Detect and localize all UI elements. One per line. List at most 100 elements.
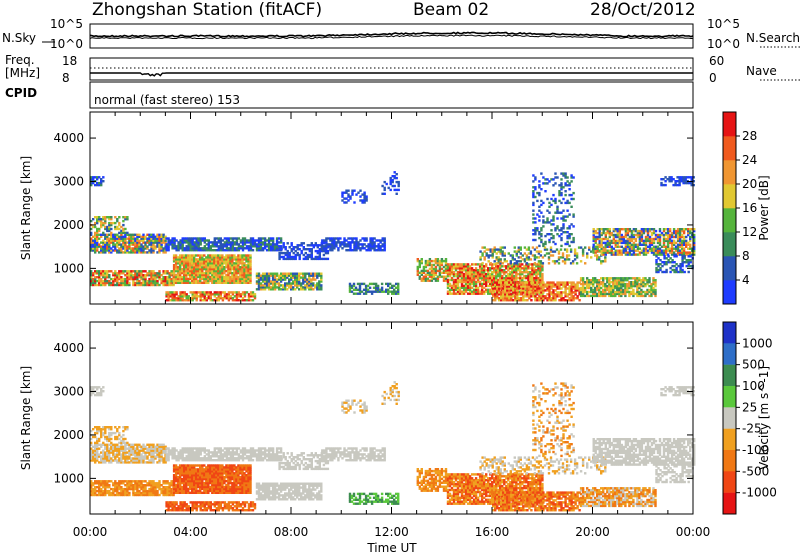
power-cell: [286, 242, 289, 245]
power-cell: [257, 237, 261, 240]
power-cell: [552, 299, 555, 302]
power-cell: [524, 283, 527, 286]
power-cell: [98, 270, 101, 273]
power-cell: [98, 237, 101, 240]
power-cell: [104, 281, 107, 285]
power-cell: [142, 281, 145, 285]
power-cell: [288, 246, 291, 249]
power-cell: [663, 263, 666, 266]
power-cell: [351, 249, 354, 252]
power-cell: [225, 275, 228, 279]
power-cell: [539, 271, 542, 274]
power-cell: [243, 267, 246, 271]
power-cell: [616, 282, 619, 286]
power-cell: [565, 258, 569, 261]
power-cell: [614, 229, 617, 233]
power-cell: [584, 282, 587, 286]
power-cell: [288, 253, 291, 257]
power-cell: [524, 291, 527, 294]
power-cell: [195, 291, 198, 294]
power-cell: [544, 178, 547, 181]
power-cell: [282, 272, 285, 275]
power-cell: [628, 237, 632, 241]
power-cell: [426, 277, 430, 280]
power-cell: [483, 246, 486, 249]
power-cell: [598, 282, 601, 286]
power-cell: [191, 277, 194, 281]
power-cell: [225, 239, 229, 242]
power-cell: [154, 245, 157, 248]
power-cell: [602, 282, 605, 286]
power-cell: [630, 245, 634, 248]
power-cell: [652, 290, 655, 294]
power-cell: [171, 299, 174, 302]
power-cell: [570, 297, 573, 300]
power-cell: [205, 269, 208, 273]
power-cell: [652, 286, 655, 290]
power-cell: [648, 279, 651, 282]
power-cell: [564, 190, 567, 193]
power-cell: [217, 237, 220, 240]
power-cell: [500, 291, 503, 294]
power-cell: [296, 251, 299, 255]
power-cell: [257, 280, 261, 283]
power-cell: [531, 254, 535, 257]
power-cell: [512, 299, 515, 302]
power-cell: [118, 231, 121, 235]
power-cell: [181, 239, 184, 242]
power-cell: [249, 241, 253, 244]
power-cell: [122, 272, 125, 275]
power-cell: [542, 201, 545, 205]
power-cell: [142, 239, 145, 242]
power-cell: [450, 269, 454, 272]
power-cell: [464, 265, 468, 268]
power-cell: [618, 290, 621, 294]
power-cell: [560, 291, 563, 294]
power-cell: [432, 271, 436, 274]
power-cell: [519, 271, 522, 274]
power-cell: [523, 246, 527, 249]
power-cell: [487, 254, 490, 257]
power-cell: [144, 270, 147, 273]
power-cell: [602, 281, 605, 284]
power-cell: [602, 237, 605, 241]
power-cell: [644, 245, 648, 248]
power-cell: [368, 286, 372, 289]
power-cell: [479, 250, 482, 253]
power-cell: [628, 282, 631, 286]
power-cell: [578, 299, 581, 302]
power-cell: [296, 244, 299, 247]
power-cell: [690, 181, 693, 185]
power-cell: [201, 266, 204, 269]
power-cell: [205, 275, 208, 279]
power-cell: [94, 249, 97, 252]
power-cell: [606, 281, 609, 284]
power-cell: [556, 291, 559, 294]
station-title: Zhongshan Station (fitACF): [92, 0, 323, 20]
power-cell: [209, 256, 212, 259]
power-cell: [286, 255, 289, 259]
power-cell: [566, 215, 569, 218]
power-cell: [162, 241, 165, 244]
power-cell: [160, 233, 163, 236]
power-cell: [203, 239, 206, 242]
power-cell: [235, 247, 239, 250]
power-cell: [550, 197, 553, 201]
power-cell: [203, 258, 206, 261]
power-cell: [94, 235, 97, 238]
power-cell: [572, 287, 575, 290]
power-cell: [183, 260, 186, 263]
power-cell: [562, 219, 565, 222]
power-cell: [275, 237, 279, 240]
power-cell: [560, 236, 563, 240]
power-cell: [594, 254, 597, 257]
power-cell: [693, 253, 696, 256]
power-cell: [523, 260, 527, 263]
power-cell: [646, 292, 649, 296]
power-cell: [343, 197, 346, 200]
power-cell: [664, 231, 668, 235]
power-cell: [223, 243, 227, 246]
power-cell: [167, 241, 170, 244]
power-cell: [660, 231, 664, 235]
power-cell: [567, 258, 571, 261]
